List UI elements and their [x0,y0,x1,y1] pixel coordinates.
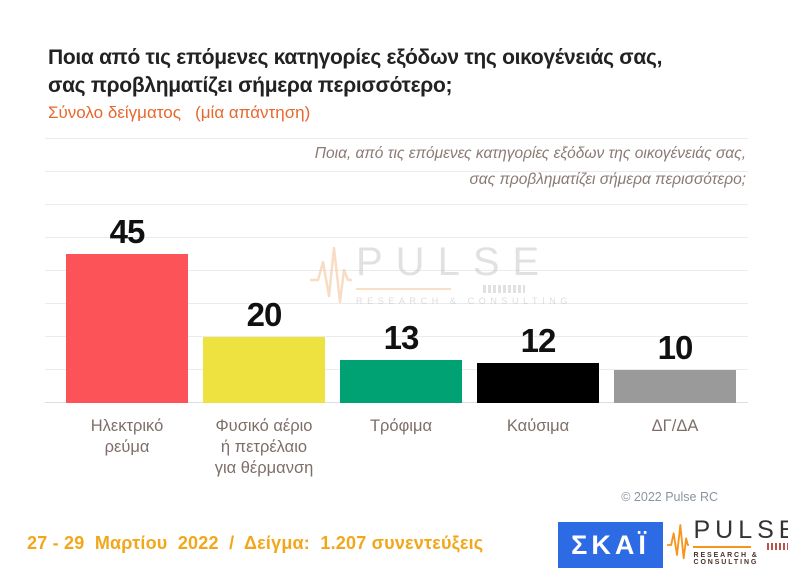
question-annotation: Ποια, από τις επόμενες κατηγορίες εξόδων… [315,141,746,193]
copyright-note: © 2022 Pulse RC [621,490,718,504]
bar-group-gas-heating: 20 [203,298,325,403]
gridline [45,336,748,337]
gridline [45,270,748,271]
watermark-hatch-mark [483,285,525,293]
bar-dk-na [614,370,736,403]
plot-area: 45 20 13 12 10 [45,138,748,403]
value-label-dk-na: 10 [657,329,694,366]
pulse-heartbeat-icon [310,246,352,304]
bar-group-fuel: 12 [477,324,599,403]
chart-title-line1: Ποια από τις επόμενες κατηγορίες εξόδων … [48,46,663,69]
bar-fuel [477,363,599,403]
category-label-dk-na: ΔΓ/ΔΑ [651,417,699,435]
pulse-logo-orange-rule [693,546,752,548]
watermark-tagline: RESEARCH & CONSULTING [356,296,572,306]
pulse-logo: PULSE RESEARCH & CONSULTING [667,517,788,566]
value-label-fuel: 12 [520,322,557,359]
bar-gas-heating [203,337,325,403]
pulse-heartbeat-icon [667,524,690,560]
pulse-watermark: PULSE RESEARCH & CONSULTING [310,240,572,306]
category-label-electricity: Ηλεκτρικό ρεύμα [90,417,164,456]
bar-electricity [66,254,188,403]
value-label-gas-heating: 20 [246,296,283,333]
watermark-wordmark: PULSE [356,240,553,284]
chart-title: Ποια από τις επόμενες κατηγορίες εξόδων … [48,44,662,100]
value-label-electricity: 45 [109,213,146,250]
fieldwork-dates: 27 - 29 Μαρτίου 2022 / Δείγμα: 1.207 συν… [27,533,484,553]
gridline [45,171,748,172]
value-label-food: 13 [383,319,420,356]
bar-food [340,360,462,403]
question-annotation-line2: σας προβληματίζει σήμερα περισσότερο; [469,171,746,188]
skai-logo: ΣΚΑΪ [558,522,663,568]
category-label-food: Τρόφιμα [369,417,433,435]
chart-title-line2: σας προβληματίζει σήμερα περισσότερο; [48,74,453,97]
chart-subtitle: Σύνολο δείγματος (μία απάντηση) [48,103,311,122]
gridline [45,303,748,304]
pulse-logo-hatch-mark [767,543,788,551]
watermark-orange-rule [356,288,451,290]
gridline [45,237,748,238]
question-annotation-line1: Ποια, από τις επόμενες κατηγορίες εξόδων… [314,145,746,162]
category-label-gas-heating: Φυσικό αέριο ή πετρέλαιο για θέρμανση [214,417,314,477]
bar-group-food: 13 [340,321,462,403]
gridline [45,204,748,205]
gridline [45,138,748,139]
pulse-logo-tagline: RESEARCH & CONSULTING [693,552,759,567]
pulse-logo-rule [693,543,788,551]
pulse-logo-wordmark: PULSE [693,516,788,544]
category-label-fuel: Καύσιμα [506,417,570,435]
watermark-rule [356,285,572,293]
bar-group-dk-na: 10 [614,331,736,403]
bar-group-electricity: 45 [66,215,188,403]
skai-logo-text: ΣΚΑΪ [571,529,650,560]
